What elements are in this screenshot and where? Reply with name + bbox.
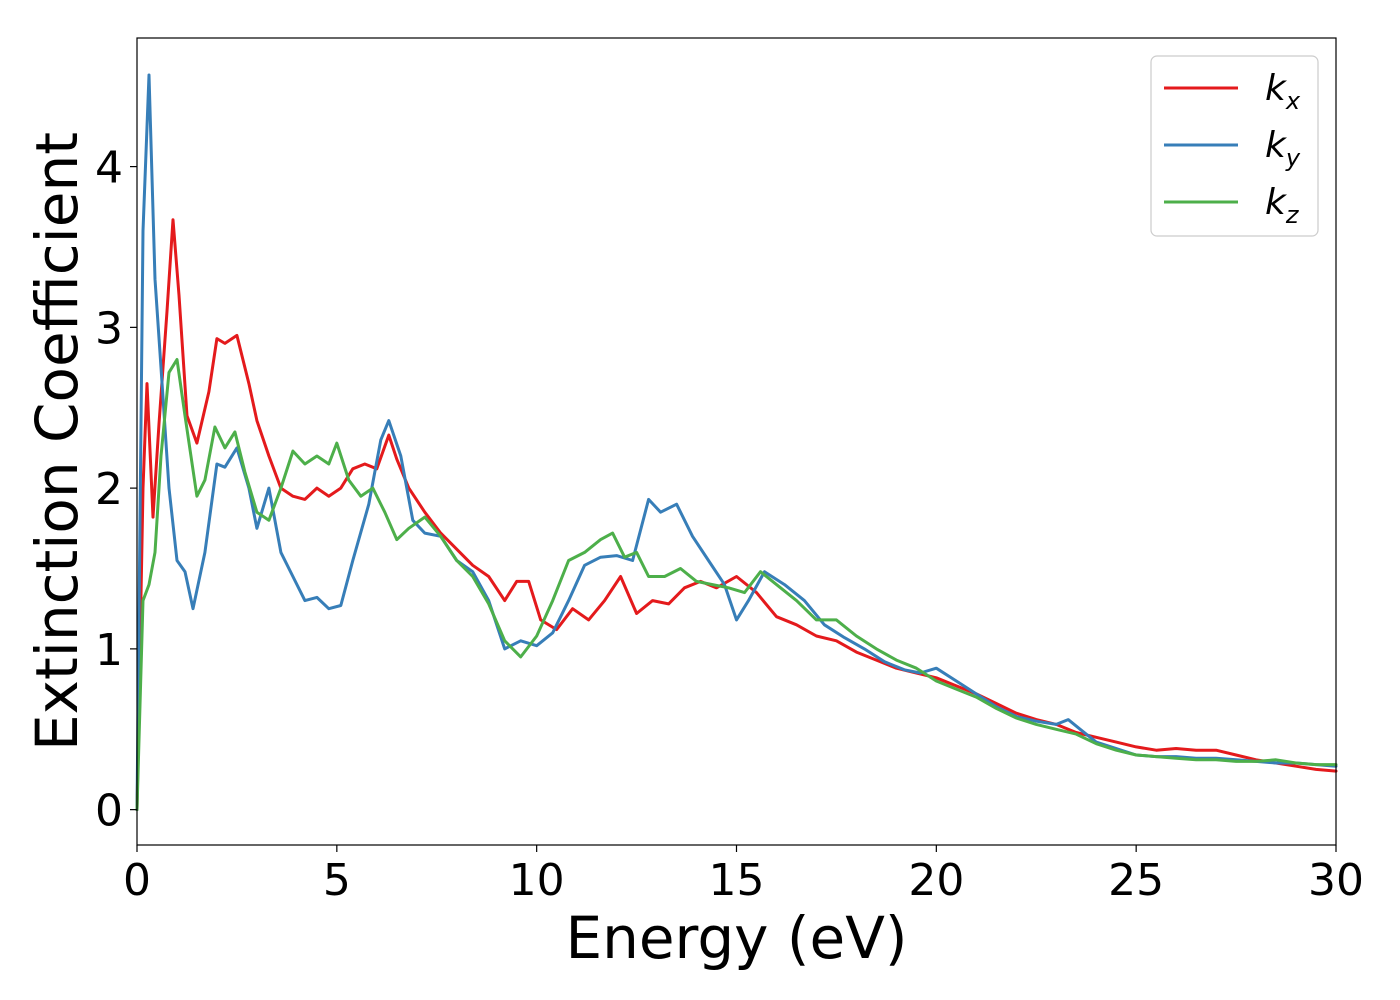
legend-label-x: kx xyxy=(1265,68,1301,115)
legend-label-z: kz xyxy=(1265,182,1300,229)
y-tick-label: 3 xyxy=(95,303,123,354)
x-tick-label: 0 xyxy=(123,855,151,906)
axis-ticks: 0 5 10 15 20 25 30 0 1 2 3 4 xyxy=(95,143,1364,906)
series-line-k-y xyxy=(135,73,1338,812)
x-tick-label: 15 xyxy=(709,855,765,906)
series-line-k-x xyxy=(135,218,1338,812)
x-tick-label: 25 xyxy=(1108,855,1164,906)
x-tick-label: 5 xyxy=(323,855,351,906)
legend-label-y: ky xyxy=(1265,125,1301,172)
y-tick-label: 1 xyxy=(95,625,123,676)
series-line-k-z xyxy=(135,358,1338,812)
series-lines xyxy=(135,73,1338,812)
y-tick-label: 2 xyxy=(95,464,123,515)
x-tick-label: 30 xyxy=(1308,855,1364,906)
y-axis-label: Extinction Coefficient xyxy=(23,132,91,751)
x-axis-label: Energy (eV) xyxy=(565,904,907,972)
x-tick-label: 10 xyxy=(509,855,565,906)
x-tick-label: 20 xyxy=(908,855,964,906)
legend: kx ky kz xyxy=(1150,55,1319,237)
y-tick-label: 0 xyxy=(95,786,123,837)
y-tick-label: 4 xyxy=(95,143,123,194)
